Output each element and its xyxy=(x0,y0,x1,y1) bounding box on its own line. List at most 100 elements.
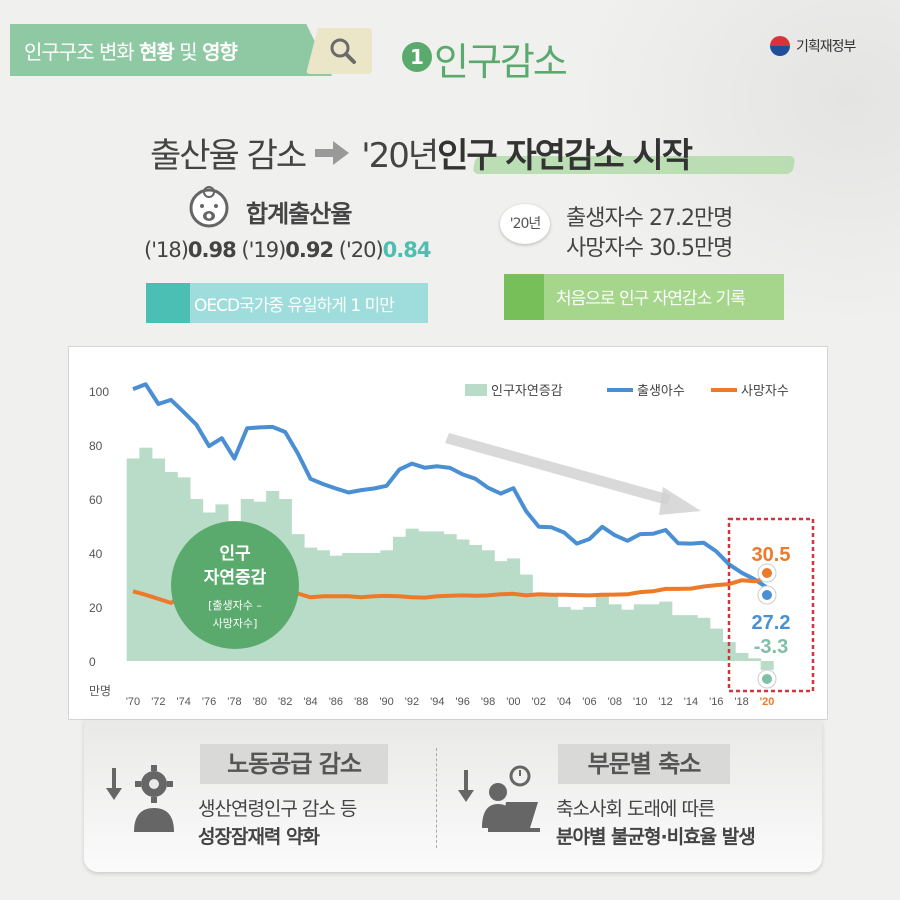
bar-natural-change xyxy=(354,553,368,661)
bar-natural-change xyxy=(126,458,140,661)
oecd-note-box xyxy=(146,283,428,323)
bar-natural-change xyxy=(709,628,724,661)
bar-natural-change xyxy=(621,609,635,661)
bar-natural-change xyxy=(329,555,343,661)
callout-marker-dot xyxy=(762,674,772,684)
x-tick-label: '76 xyxy=(202,696,216,708)
bar-natural-change xyxy=(519,574,533,661)
annotation-title: 자연증감 xyxy=(204,568,267,588)
impact-sector-line2: 분야별 불균형·비효율 발생 xyxy=(556,826,756,848)
x-tick-label: '70 xyxy=(126,696,140,708)
bar-natural-change xyxy=(659,601,673,661)
oecd-note: OECD국가중 유일하게 1 미만 xyxy=(194,296,395,316)
trend-arrow xyxy=(445,433,671,505)
category-tab[interactable]: 인구구조 변화 현황 및 영향 xyxy=(0,24,372,78)
x-tick-label: '12 xyxy=(658,696,672,708)
gear-person-icon xyxy=(106,765,174,832)
baby-icon xyxy=(189,186,229,228)
x-tick-label: '84 xyxy=(303,696,317,708)
x-tick-label: '86 xyxy=(329,696,343,708)
year-bubble: '20년 xyxy=(500,204,550,244)
bar-natural-change xyxy=(494,561,508,661)
bar-natural-change xyxy=(557,607,571,661)
bar-natural-change xyxy=(380,550,394,661)
callout-marker-dot xyxy=(762,568,772,578)
headline: 출산율 감소 '20년 인구 자연감소 시작 xyxy=(150,136,693,176)
x-tick-label: '06 xyxy=(582,696,596,708)
callout-natural: -3.3 xyxy=(754,636,788,658)
impact-labor-line1: 생산연령인구 감소 등 xyxy=(198,798,357,820)
y-tick-label: 100 xyxy=(89,385,109,399)
trend-arrow-head xyxy=(659,487,701,515)
x-tick-label: '94 xyxy=(430,696,444,708)
callout-births: 27.2 xyxy=(752,612,791,634)
bar-natural-change xyxy=(481,550,495,661)
annotation-sub: [출생자수 – xyxy=(208,599,262,612)
category-tab-label: 인구구조 변화 현황 및 영향 xyxy=(24,40,238,64)
deaths-line: 사망자수 30.5만명 xyxy=(566,236,733,261)
y-tick-label: 20 xyxy=(89,601,103,615)
bar-natural-change xyxy=(469,544,483,661)
callout-deaths: 30.5 xyxy=(752,544,791,566)
bar-natural-change xyxy=(405,528,419,661)
y-axis-unit: 만명 xyxy=(89,684,111,698)
bar-natural-change xyxy=(139,447,153,661)
births-line: 출생자수 27.2만명 xyxy=(566,206,733,231)
fertility-title: 합계출산율 xyxy=(246,200,352,228)
bar-natural-change xyxy=(316,550,330,661)
bar-natural-change xyxy=(633,604,647,661)
population-chart: 0 20 40 60 80 100 만명 '70 '72 '74 '76 '78 '80 '82 '84 '8… xyxy=(68,346,828,720)
x-tick-label: '72 xyxy=(151,696,165,708)
y-tick-label: 60 xyxy=(89,493,103,507)
callout-marker-dot xyxy=(762,590,772,600)
x-tick-label: '98 xyxy=(481,696,495,708)
first-record-box xyxy=(504,274,784,320)
bar-natural-change xyxy=(532,593,546,661)
x-tick-label: '82 xyxy=(278,696,292,708)
legend-label: 출생아수 xyxy=(637,384,685,399)
bar-natural-change xyxy=(583,607,597,661)
highlight-box xyxy=(727,517,815,693)
bar-natural-change xyxy=(456,539,470,661)
x-tick-label: '08 xyxy=(608,696,622,708)
x-tick-label: '74 xyxy=(177,696,191,708)
bar-natural-change xyxy=(304,547,318,661)
bar-natural-change xyxy=(545,596,559,661)
person-laptop-icon xyxy=(458,765,540,832)
x-tick-label: '90 xyxy=(379,696,393,708)
annotation-sub: 사망자수] xyxy=(213,617,258,630)
bar-natural-change xyxy=(671,615,685,661)
x-tick-label: '88 xyxy=(354,696,368,708)
taegeuk-icon xyxy=(770,36,790,56)
ministry-logo: 기획재정부 xyxy=(770,36,856,56)
x-tick-label: '04 xyxy=(557,696,571,708)
bar-natural-change xyxy=(164,472,178,661)
x-tick-label: '18 xyxy=(734,696,748,708)
y-tick-label: 40 xyxy=(89,547,103,561)
x-tick-label: '20 xyxy=(760,696,775,708)
x-tick-label: '02 xyxy=(532,696,546,708)
right-arrow-icon xyxy=(315,140,350,165)
fertility-values: ('18)0.98 ('19)0.92 ('20)0.84 xyxy=(144,238,431,262)
bar-natural-change xyxy=(646,604,660,661)
chart-svg: 0 20 40 60 80 100 만명 '70 '72 '74 '76 '78 '80 '82 '84 '8… xyxy=(89,382,815,708)
x-tick-label: '10 xyxy=(633,696,647,708)
x-tick-label: '78 xyxy=(227,696,241,708)
bar-natural-change xyxy=(570,609,584,661)
bar-natural-change xyxy=(747,658,762,661)
impact-sector-line1: 축소사회 도래에 따른 xyxy=(556,798,715,820)
series-births-line xyxy=(132,382,769,590)
y-tick-label: 0 xyxy=(89,655,96,669)
search-button[interactable] xyxy=(306,28,372,74)
impact-tag-labor: 노동공급 감소 xyxy=(200,744,388,784)
legend-label: 사망자수 xyxy=(741,384,789,399)
legend-label: 인구자연증감 xyxy=(491,384,563,399)
bar-natural-change xyxy=(735,652,749,661)
x-tick-label: '00 xyxy=(506,696,520,708)
x-tick-label: '16 xyxy=(709,696,723,708)
impact-tag-sector: 부문별 축소 xyxy=(558,744,730,784)
bar-natural-change xyxy=(342,553,356,661)
search-icon xyxy=(330,38,356,64)
bar-natural-change xyxy=(760,661,774,670)
impact-labor-line2: 성장잠재력 약화 xyxy=(198,826,320,848)
